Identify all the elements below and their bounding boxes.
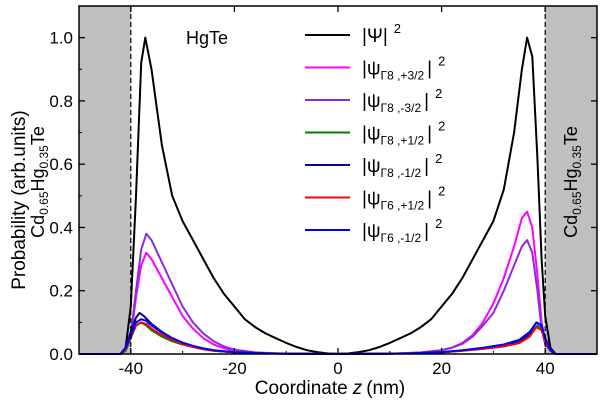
x-axis-title-unit: (nm) <box>366 378 405 399</box>
legend: |Ψ| 2 |ψΓ8 ,+3/2 | 2 |ψΓ8 ,-3/2 | 2 |ψΓ8 ,+1/2 | 2… <box>305 21 445 245</box>
barrier-left-region <box>79 6 131 354</box>
legend-item-5: |ψΓ6 ,+1/2 | 2 <box>305 184 445 213</box>
series-line-6 <box>79 318 597 355</box>
y-tick-label: 1.0 <box>49 29 73 48</box>
barrier-a: Cd <box>561 215 581 238</box>
barrier-left-label: Cd0.65Hg0.35Te <box>28 126 51 238</box>
y-axis-title: Probability (arb.units) <box>9 110 30 290</box>
y-tick-label: 0.6 <box>49 155 73 174</box>
barrier-a-sub: 0.65 <box>37 191 51 215</box>
y-tick-label: 0.8 <box>49 92 73 111</box>
x-tick-label: -20 <box>222 359 247 378</box>
legend-label: |ψΓ8 ,+3/2 | 2 <box>362 54 445 83</box>
legend-label: |Ψ| 2 <box>362 21 401 47</box>
legend-item-4: |ψΓ8 ,-1/2 | 2 <box>305 151 442 180</box>
barrier-b-sub: 0.35 <box>570 145 584 169</box>
barrier-b: Hg <box>561 168 581 191</box>
legend-item-6: |ψΓ6 ,-1/2 | 2 <box>305 216 442 245</box>
tick-layer: -40 -20 0 20 40 0.0 0.2 0.4 0.6 0.8 1.0 <box>49 5 598 378</box>
barrier-b-sub: 0.35 <box>37 145 51 169</box>
well-label: HgTe <box>186 28 228 48</box>
barrier-a: Cd <box>28 215 48 238</box>
x-axis-title: Coordinate z (nm) <box>255 378 406 399</box>
legend-item-1: |ψΓ8 ,+3/2 | 2 <box>305 54 445 83</box>
legend-label: |ψΓ8 ,-3/2 | 2 <box>362 86 442 115</box>
series-line-2 <box>79 232 597 355</box>
series-layer <box>79 36 597 355</box>
x-tick-label: 0 <box>333 359 342 378</box>
plot-frame <box>78 5 598 355</box>
x-axis-title-main: Coordinate <box>255 378 348 399</box>
x-tick-label: 40 <box>536 359 555 378</box>
barrier-a-sub: 0.65 <box>570 191 584 215</box>
x-axis-title-var: z <box>352 378 363 399</box>
legend-label: |ψΓ8 ,+1/2 | 2 <box>362 119 445 148</box>
svg-text:Probability (arb.units): Probability (arb.units) <box>9 110 30 290</box>
legend-item-0: |Ψ| 2 <box>305 21 401 47</box>
barrier-right-region <box>545 6 597 354</box>
legend-label: |ψΓ8 ,-1/2 | 2 <box>362 151 442 180</box>
legend-label: |ψΓ6 ,+1/2 | 2 <box>362 184 445 213</box>
y-tick-label: 0.0 <box>49 345 73 364</box>
svg-text:Cd0.65Hg0.35Te: Cd0.65Hg0.35Te <box>28 126 51 238</box>
barrier-b: Hg <box>28 168 48 191</box>
y-tick-label: 0.4 <box>49 218 73 237</box>
legend-item-3: |ψΓ8 ,+1/2 | 2 <box>305 119 445 148</box>
barrier-c: Te <box>561 126 581 145</box>
barrier-c: Te <box>28 126 48 145</box>
svg-text:Cd0.65Hg0.35Te: Cd0.65Hg0.35Te <box>561 126 584 238</box>
x-tick-label: -40 <box>119 359 144 378</box>
y-tick-label: 0.2 <box>49 282 73 301</box>
barrier-right-label: Cd0.65Hg0.35Te <box>561 126 584 238</box>
series-line-0 <box>79 36 597 355</box>
legend-label: |ψΓ6 ,-1/2 | 2 <box>362 216 442 245</box>
legend-item-2: |ψΓ8 ,-3/2 | 2 <box>305 86 442 115</box>
x-tick-label: 20 <box>432 359 451 378</box>
